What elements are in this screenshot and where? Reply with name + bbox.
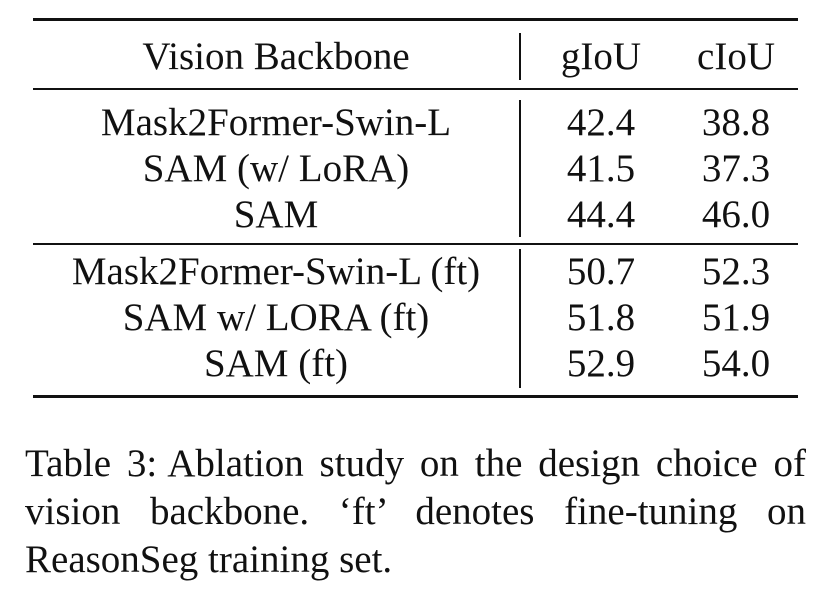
row-giou: 42.4 <box>566 101 636 144</box>
header-giou: gIoU <box>560 35 642 78</box>
row-ciou: 38.8 <box>701 101 771 144</box>
table-caption: Table 3: Ablation study on the design cho… <box>25 440 806 584</box>
row-ciou: 51.9 <box>701 296 771 339</box>
header-rule <box>33 88 798 90</box>
row-backbone: SAM (w/ LoRA) <box>142 147 410 190</box>
row-giou: 52.9 <box>566 342 636 385</box>
row-ciou: 46.0 <box>701 193 771 236</box>
row-backbone: SAM (ft) <box>203 342 349 385</box>
row-ciou: 52.3 <box>701 250 771 293</box>
bottom-rule <box>33 395 798 398</box>
column-separator <box>519 249 521 388</box>
row-giou: 41.5 <box>566 147 636 190</box>
header-vision-backbone: Vision Backbone <box>142 35 410 78</box>
row-backbone: SAM <box>233 193 319 236</box>
row-backbone: Mask2Former-Swin-L <box>100 101 452 144</box>
header-ciou: cIoU <box>697 35 775 78</box>
row-giou: 51.8 <box>566 296 636 339</box>
column-separator <box>519 33 521 80</box>
row-giou: 50.7 <box>566 250 636 293</box>
row-backbone: Mask2Former-Swin-L (ft) <box>71 250 481 293</box>
caption-label: Table 3: <box>25 442 158 485</box>
top-rule <box>33 18 798 21</box>
row-ciou: 37.3 <box>701 147 771 190</box>
column-separator <box>519 100 521 237</box>
group-rule <box>33 243 798 245</box>
row-giou: 44.4 <box>566 193 636 236</box>
row-backbone: SAM w/ LORA (ft) <box>122 296 430 339</box>
row-ciou: 54.0 <box>701 342 771 385</box>
caption-text: Ablation study on the design choice of v… <box>25 442 806 581</box>
